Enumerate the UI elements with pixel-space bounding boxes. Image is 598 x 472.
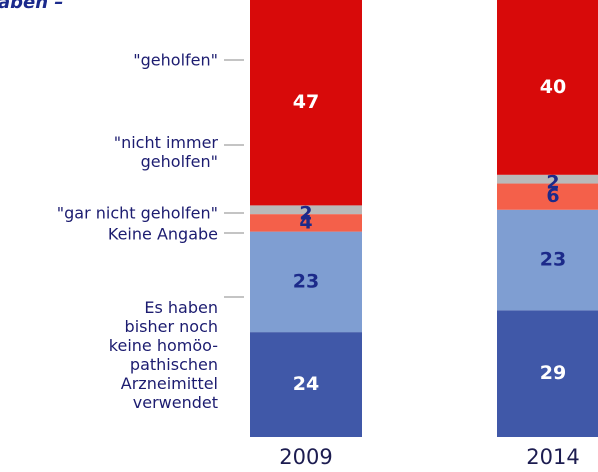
value-label: 2 [546,172,559,194]
value-label: 4 [299,211,312,233]
value-label: 40 [540,76,566,98]
value-label: 24 [293,373,319,395]
bar-segment [497,310,598,437]
bar-segment [250,0,362,206]
bar-segment [250,205,362,215]
x-tick-label: 2014 [526,445,579,469]
value-label: 23 [540,249,566,271]
legend-label: "geholfen" [133,50,218,70]
value-label: 23 [293,270,319,292]
bar-segment [497,0,598,175]
legend-label: Keine Angabe [107,224,218,244]
legend-label: "gar nicht geholfen" [56,203,218,223]
bar-segment [497,209,598,311]
bar-segment [497,183,598,210]
bar-segment [250,214,362,232]
value-label: 2 [299,202,312,224]
chart-title: aben – [0,0,64,13]
bar-segment [250,332,362,437]
value-label: 29 [540,362,566,384]
x-tick-label: 2009 [279,445,332,469]
value-label: 6 [546,185,559,207]
legend-label: Es haben bisher noch keine homöo- pathis… [108,298,218,412]
legend-label: "nicht immer geholfen" [113,133,218,171]
bar-segment [250,231,362,333]
bar-segment [497,174,598,184]
value-label: 47 [293,91,319,113]
